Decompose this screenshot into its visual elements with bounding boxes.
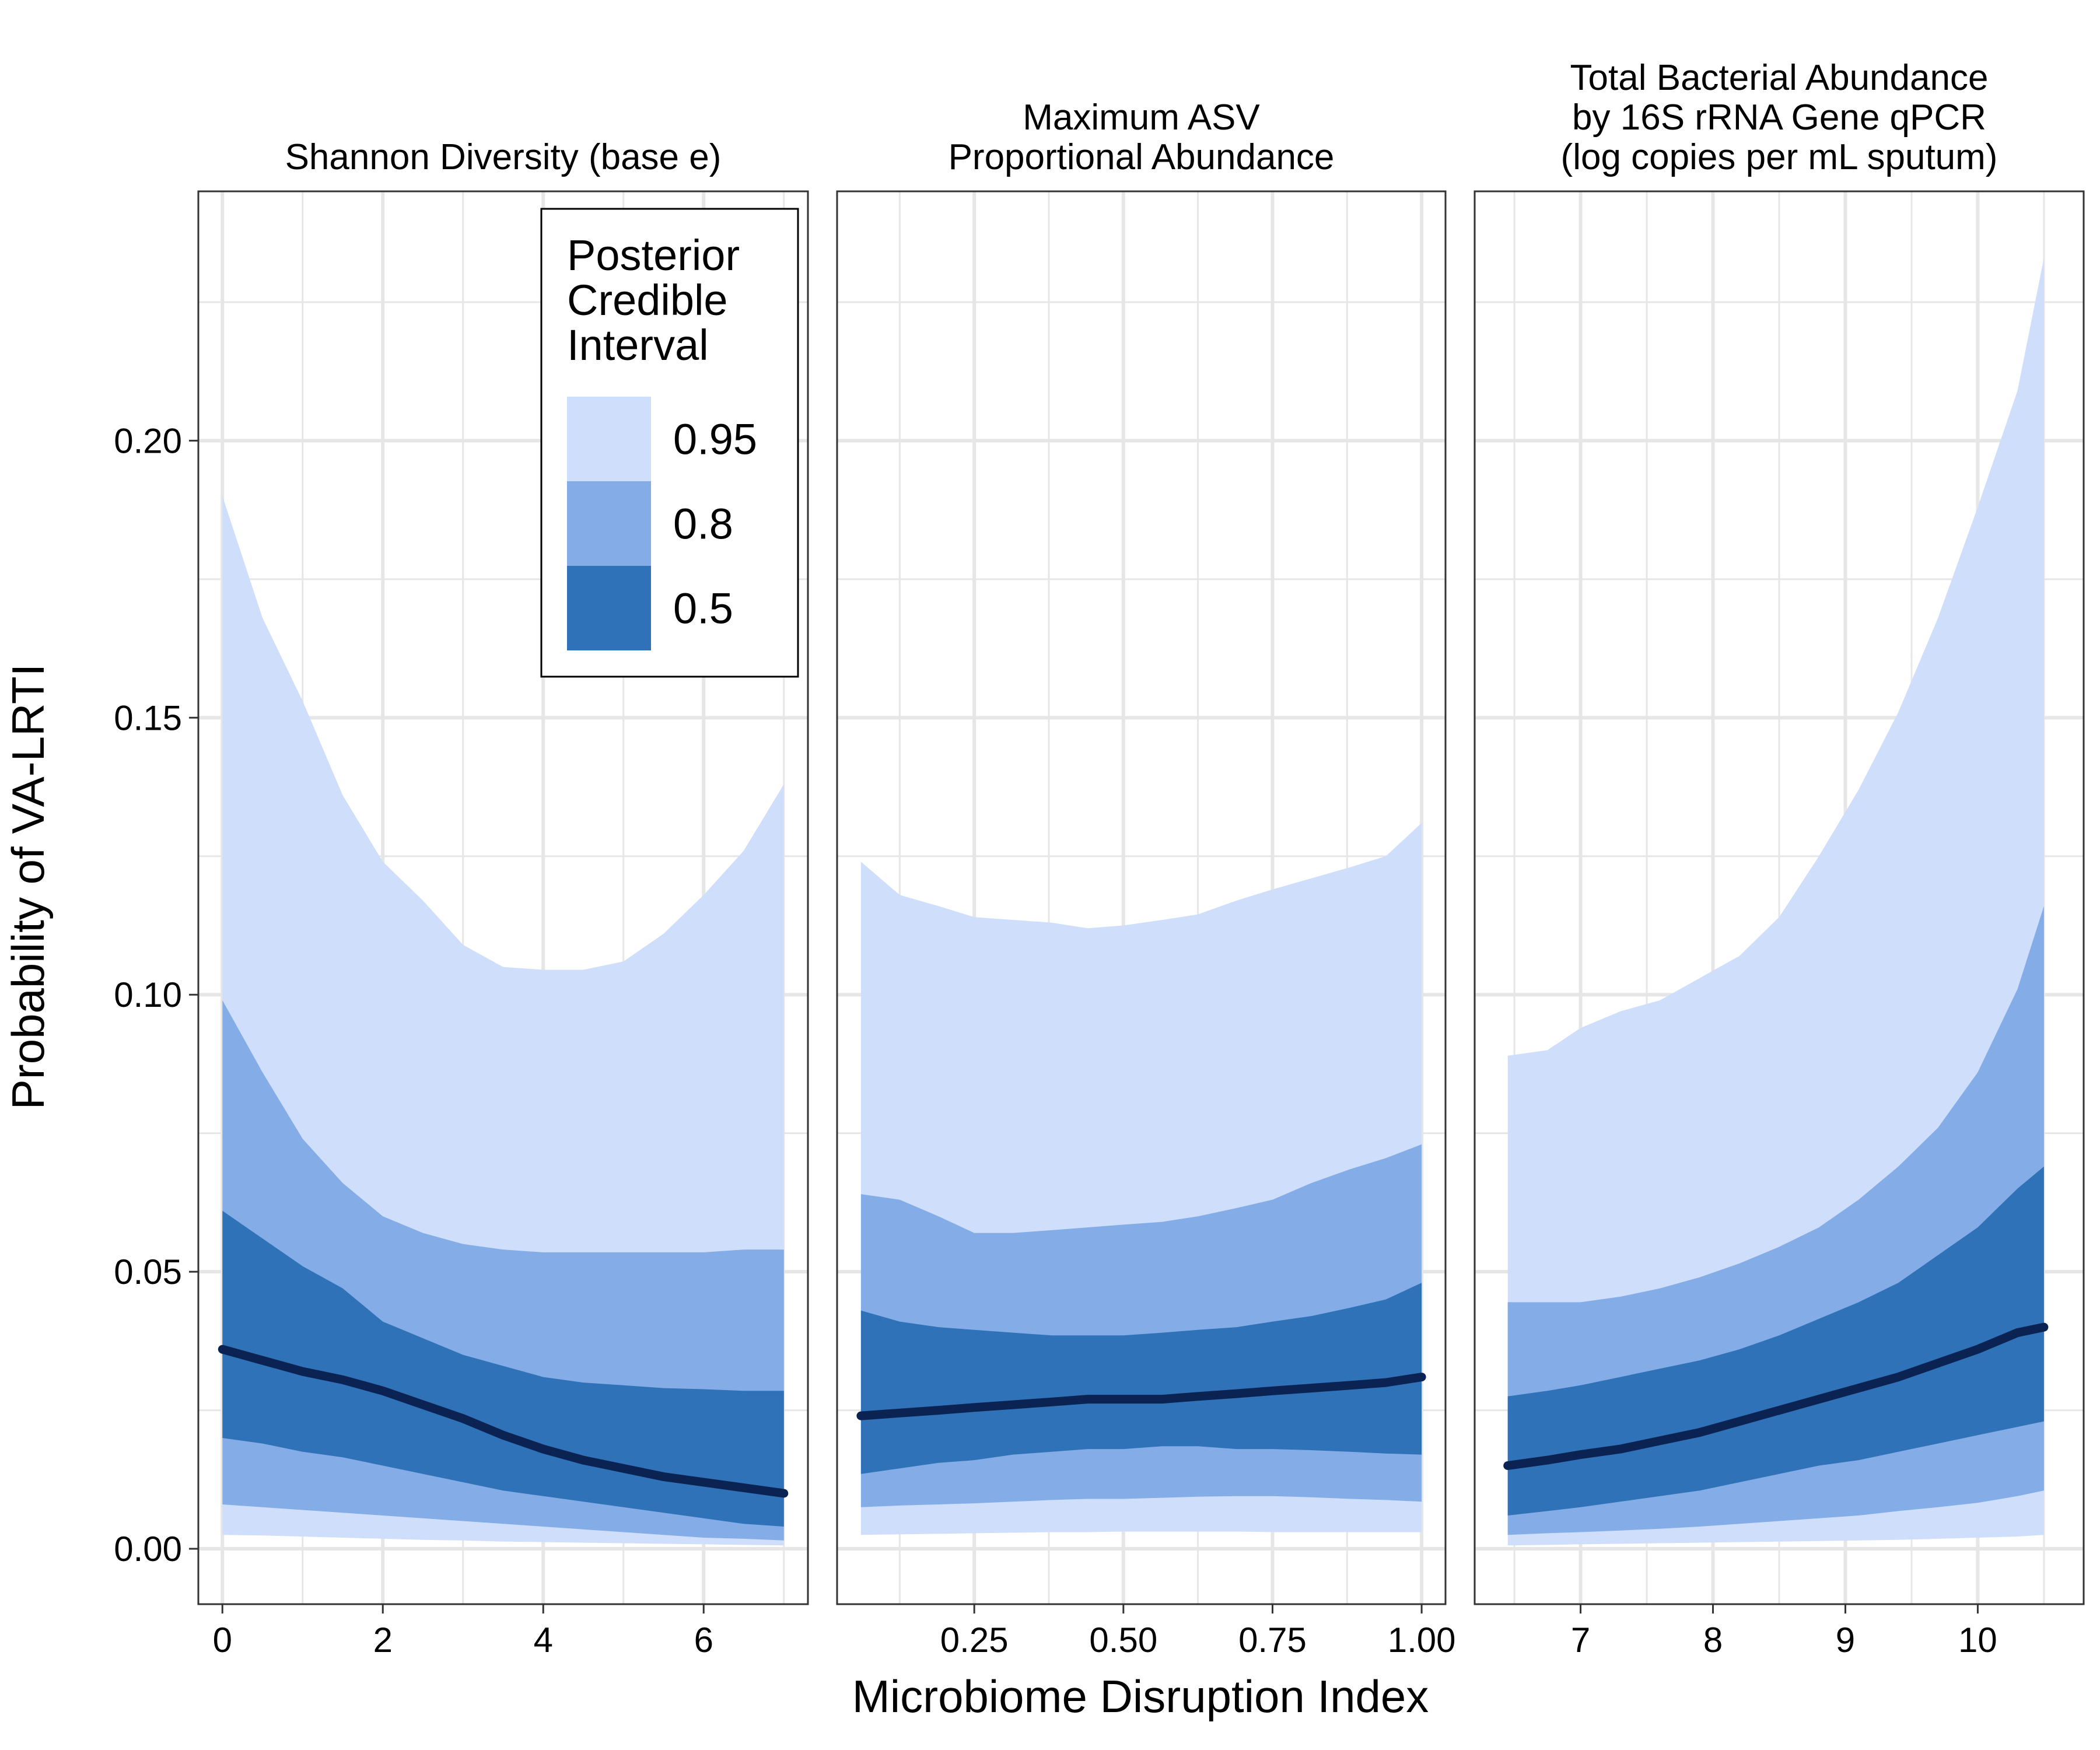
legend-label: 0.8	[673, 500, 733, 548]
x-tick-label: 0.50	[1089, 1620, 1157, 1660]
x-tick-label: 4	[534, 1620, 553, 1660]
median-line	[1503, 1322, 2049, 1470]
y-tick-label: 0.00	[114, 1530, 182, 1569]
facet-title: (log copies per mL sputum)	[1561, 137, 1998, 177]
x-tick-label: 0.25	[940, 1620, 1009, 1660]
x-tick-label: 1.00	[1388, 1620, 1456, 1660]
x-axis-title: Microbiome Disruption Index	[852, 1671, 1429, 1722]
facet-title: Proportional Abundance	[949, 137, 1335, 177]
facet-title: Maximum ASV	[1023, 97, 1260, 138]
band-50	[860, 1283, 1422, 1474]
facet-title: Total Bacterial Abundance	[1570, 58, 1989, 98]
median-line	[856, 1373, 1426, 1420]
legend-title: Credible	[567, 276, 728, 324]
legend-key	[567, 481, 651, 566]
panels-layer: Shannon Diversity (base e) 0 2 4 6 Maximum AS…	[197, 58, 2085, 1660]
x-tick-label: 0.75	[1238, 1620, 1307, 1660]
legend-label: 0.95	[673, 415, 757, 464]
band-50	[222, 1210, 784, 1527]
x-tick-label: 7	[1571, 1620, 1590, 1660]
x-tick-label: 8	[1703, 1620, 1723, 1660]
y-tick-label: 0.15	[114, 698, 182, 737]
y-tick-label: 0.05	[114, 1252, 182, 1292]
x-tick-label: 0	[213, 1620, 232, 1660]
credible-bands	[1507, 258, 2044, 1546]
x-tick-label: 10	[1958, 1620, 1997, 1660]
y-tick-label: 0.20	[114, 421, 182, 460]
x-tick-label: 2	[373, 1620, 393, 1660]
legend-key	[567, 397, 651, 481]
y-axis: 0.00 0.05 0.10 0.15 0.20	[114, 421, 198, 1569]
band-50	[1507, 1166, 2044, 1516]
y-tick-label: 0.10	[114, 975, 182, 1014]
legend-label: 0.5	[673, 584, 733, 633]
legend-key	[567, 566, 651, 650]
legend-title: Posterior	[567, 231, 740, 279]
x-tick-label: 6	[694, 1620, 713, 1660]
legend-title: Interval	[567, 321, 709, 369]
credible-bands	[860, 822, 1422, 1535]
y-axis-title: Probability of VA-LRTI	[2, 664, 54, 1110]
panel-border	[1474, 190, 2085, 1605]
panel-border	[836, 190, 1447, 1605]
x-tick-label: 9	[1836, 1620, 1855, 1660]
median-line	[218, 1345, 789, 1498]
facet-title: Shannon Diversity (base e)	[285, 137, 722, 177]
credible-bands	[222, 496, 784, 1546]
panel-border	[197, 190, 809, 1605]
facet-title: by 16S rRNA Gene qPCR	[1572, 97, 1986, 138]
